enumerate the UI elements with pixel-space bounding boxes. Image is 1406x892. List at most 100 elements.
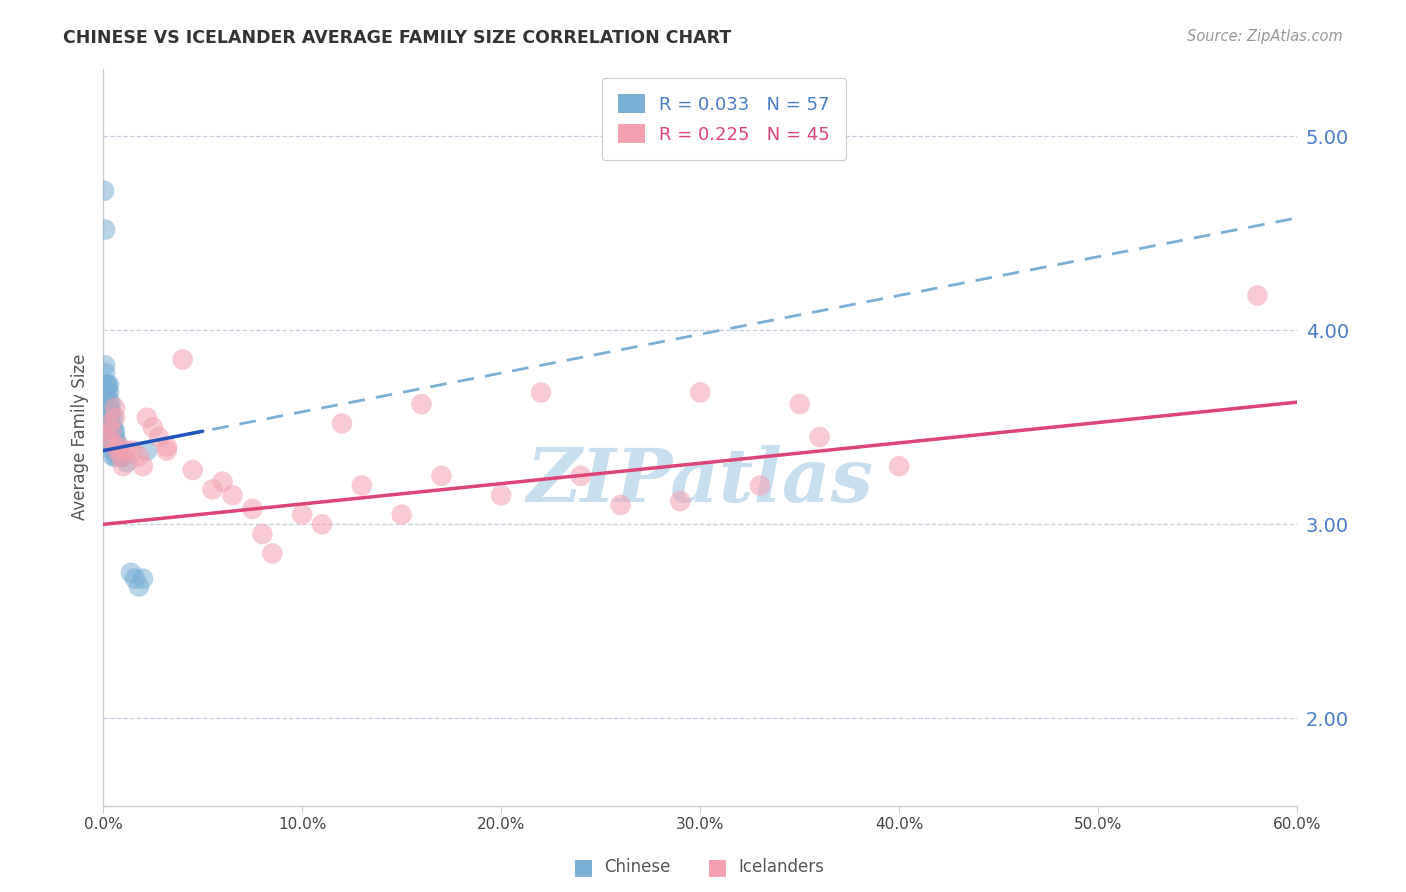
Point — [104, 430, 127, 444]
Point — [98, 410, 121, 425]
Point — [100, 420, 122, 434]
Y-axis label: Average Family Size: Average Family Size — [72, 354, 89, 520]
Point — [104, 424, 127, 438]
Point — [105, 435, 128, 450]
Point — [128, 579, 150, 593]
Point — [122, 443, 145, 458]
Point — [132, 459, 155, 474]
Point — [100, 397, 122, 411]
Point — [142, 420, 165, 434]
Point — [391, 508, 413, 522]
Point — [112, 450, 135, 464]
Text: ■: ■ — [574, 857, 593, 877]
Point — [201, 483, 224, 497]
Point — [104, 401, 127, 415]
Point — [211, 475, 233, 489]
Point — [748, 478, 770, 492]
Point — [411, 397, 433, 411]
Point — [156, 440, 179, 454]
Text: CHINESE VS ICELANDER AVERAGE FAMILY SIZE CORRELATION CHART: CHINESE VS ICELANDER AVERAGE FAMILY SIZE… — [63, 29, 731, 47]
Point — [96, 430, 118, 444]
Point — [530, 385, 553, 400]
Point — [569, 468, 592, 483]
Point — [108, 440, 131, 454]
Text: Chinese: Chinese — [605, 858, 671, 876]
Point — [221, 488, 243, 502]
Point — [94, 377, 117, 392]
Point — [148, 430, 170, 444]
Point — [96, 385, 118, 400]
Point — [98, 410, 121, 425]
Point — [98, 417, 121, 431]
Point — [104, 443, 127, 458]
Point — [808, 430, 831, 444]
Point — [101, 450, 124, 464]
Point — [96, 377, 118, 392]
Point — [110, 450, 132, 464]
Point — [105, 440, 128, 454]
Point — [889, 459, 911, 474]
Point — [100, 435, 122, 450]
Point — [124, 572, 146, 586]
Point — [94, 222, 117, 236]
Point — [100, 424, 122, 438]
Point — [105, 443, 128, 458]
Point — [98, 397, 121, 411]
Legend: R = 0.033   N = 57, R = 0.225   N = 45: R = 0.033 N = 57, R = 0.225 N = 45 — [602, 78, 846, 160]
Point — [135, 410, 157, 425]
Point — [689, 385, 711, 400]
Point — [104, 410, 127, 425]
Point — [181, 463, 204, 477]
Point — [789, 397, 811, 411]
Point — [101, 435, 124, 450]
Point — [96, 391, 118, 405]
Point — [291, 508, 314, 522]
Text: Source: ZipAtlas.com: Source: ZipAtlas.com — [1187, 29, 1343, 45]
Point — [101, 420, 124, 434]
Point — [242, 501, 264, 516]
Point — [1246, 288, 1268, 302]
Point — [108, 443, 131, 458]
Point — [172, 352, 194, 367]
Point — [311, 517, 333, 532]
Point — [94, 385, 117, 400]
Point — [132, 572, 155, 586]
Point — [128, 450, 150, 464]
Point — [98, 405, 121, 419]
Point — [101, 424, 124, 438]
Point — [96, 405, 118, 419]
Point — [98, 424, 121, 438]
Point — [93, 184, 115, 198]
Point — [104, 435, 127, 450]
Point — [120, 566, 142, 580]
Point — [98, 420, 121, 434]
Point — [100, 424, 122, 438]
Point — [98, 377, 121, 392]
Text: ZIPatlas: ZIPatlas — [527, 445, 873, 517]
Point — [104, 450, 127, 464]
Text: Icelanders: Icelanders — [738, 858, 824, 876]
Point — [330, 417, 353, 431]
Point — [101, 430, 124, 444]
Point — [94, 366, 117, 380]
Point — [100, 410, 122, 425]
Point — [115, 455, 138, 469]
Point — [156, 443, 179, 458]
Point — [96, 377, 118, 392]
Point — [430, 468, 453, 483]
Point — [100, 430, 122, 444]
Point — [110, 450, 132, 464]
Point — [100, 405, 122, 419]
Point — [101, 440, 124, 454]
Point — [94, 359, 117, 373]
Point — [98, 401, 121, 415]
Point — [101, 443, 124, 458]
Point — [115, 443, 138, 458]
Point — [98, 385, 121, 400]
Point — [96, 410, 118, 425]
Point — [108, 450, 131, 464]
Point — [112, 459, 135, 474]
Point — [262, 546, 284, 560]
Point — [105, 443, 128, 458]
Point — [252, 527, 274, 541]
